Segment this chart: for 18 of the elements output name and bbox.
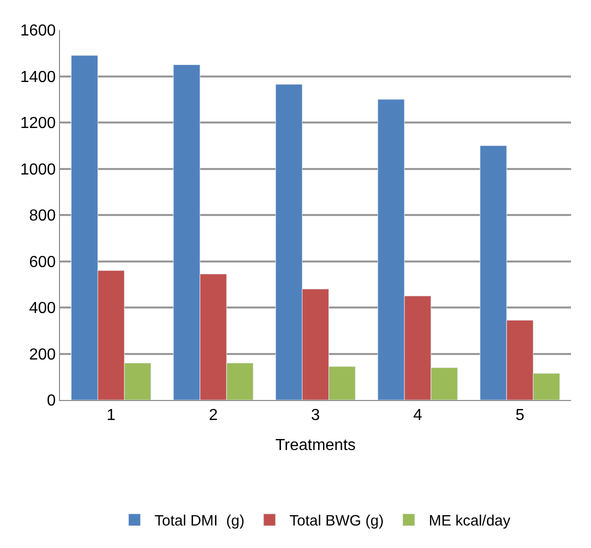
y-tick-label: 400 bbox=[29, 300, 56, 318]
y-tick-label: 1400 bbox=[20, 68, 56, 86]
x-tick-label: 4 bbox=[413, 407, 422, 424]
y-tick-label: 1200 bbox=[20, 115, 56, 132]
y-tick-label: 1000 bbox=[20, 161, 56, 178]
x-tick-label: 5 bbox=[515, 407, 524, 424]
x-axis-title: Treatments bbox=[275, 436, 356, 454]
legend-label: ME kcal/day bbox=[428, 512, 511, 530]
x-tick-label: 2 bbox=[208, 407, 218, 424]
legend-label: Total DMI (g) bbox=[154, 512, 245, 530]
y-tick-label: 800 bbox=[29, 208, 56, 225]
y-tick-label: 200 bbox=[29, 346, 56, 364]
legend-label: Total BWG (g) bbox=[290, 512, 384, 530]
y-tick-label: 600 bbox=[29, 254, 56, 271]
x-tick-label: 1 bbox=[106, 407, 116, 424]
x-tick-label: 3 bbox=[311, 407, 320, 424]
y-tick-label: 1600 bbox=[20, 22, 56, 40]
y-tick-label: 0 bbox=[46, 392, 56, 410]
